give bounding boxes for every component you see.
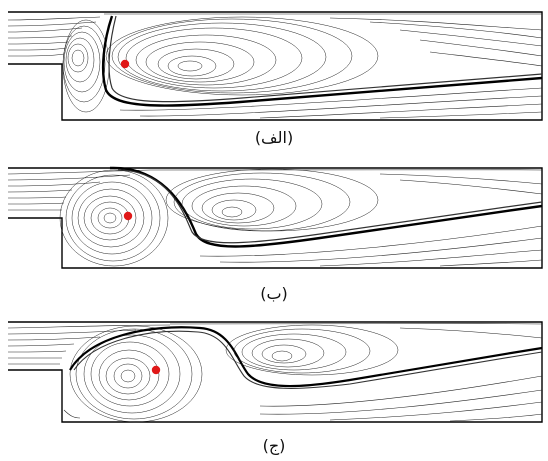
panel-caption: (الف)	[254, 128, 294, 147]
panel-caption: (ب)	[260, 284, 288, 303]
separating-streamline	[109, 166, 543, 248]
probe-point-marker	[120, 59, 130, 69]
figure-panel-a: (الف)	[0, 0, 548, 150]
channel-wall	[8, 11, 543, 121]
streamline-plot-a	[7, 11, 543, 121]
channel-wall	[8, 321, 543, 423]
figure-panel-b: (ب)	[0, 160, 548, 310]
panel-caption: (ج)	[262, 436, 286, 455]
separating-streamline	[69, 326, 543, 388]
probe-point-marker	[151, 365, 161, 375]
streamline-plot-b	[7, 166, 543, 269]
figure-panel-c: (ج)	[0, 318, 548, 461]
separating-streamline	[101, 15, 543, 107]
probe-point-marker	[123, 211, 133, 221]
streamline-plot-c	[7, 321, 543, 423]
channel-wall	[8, 167, 543, 269]
